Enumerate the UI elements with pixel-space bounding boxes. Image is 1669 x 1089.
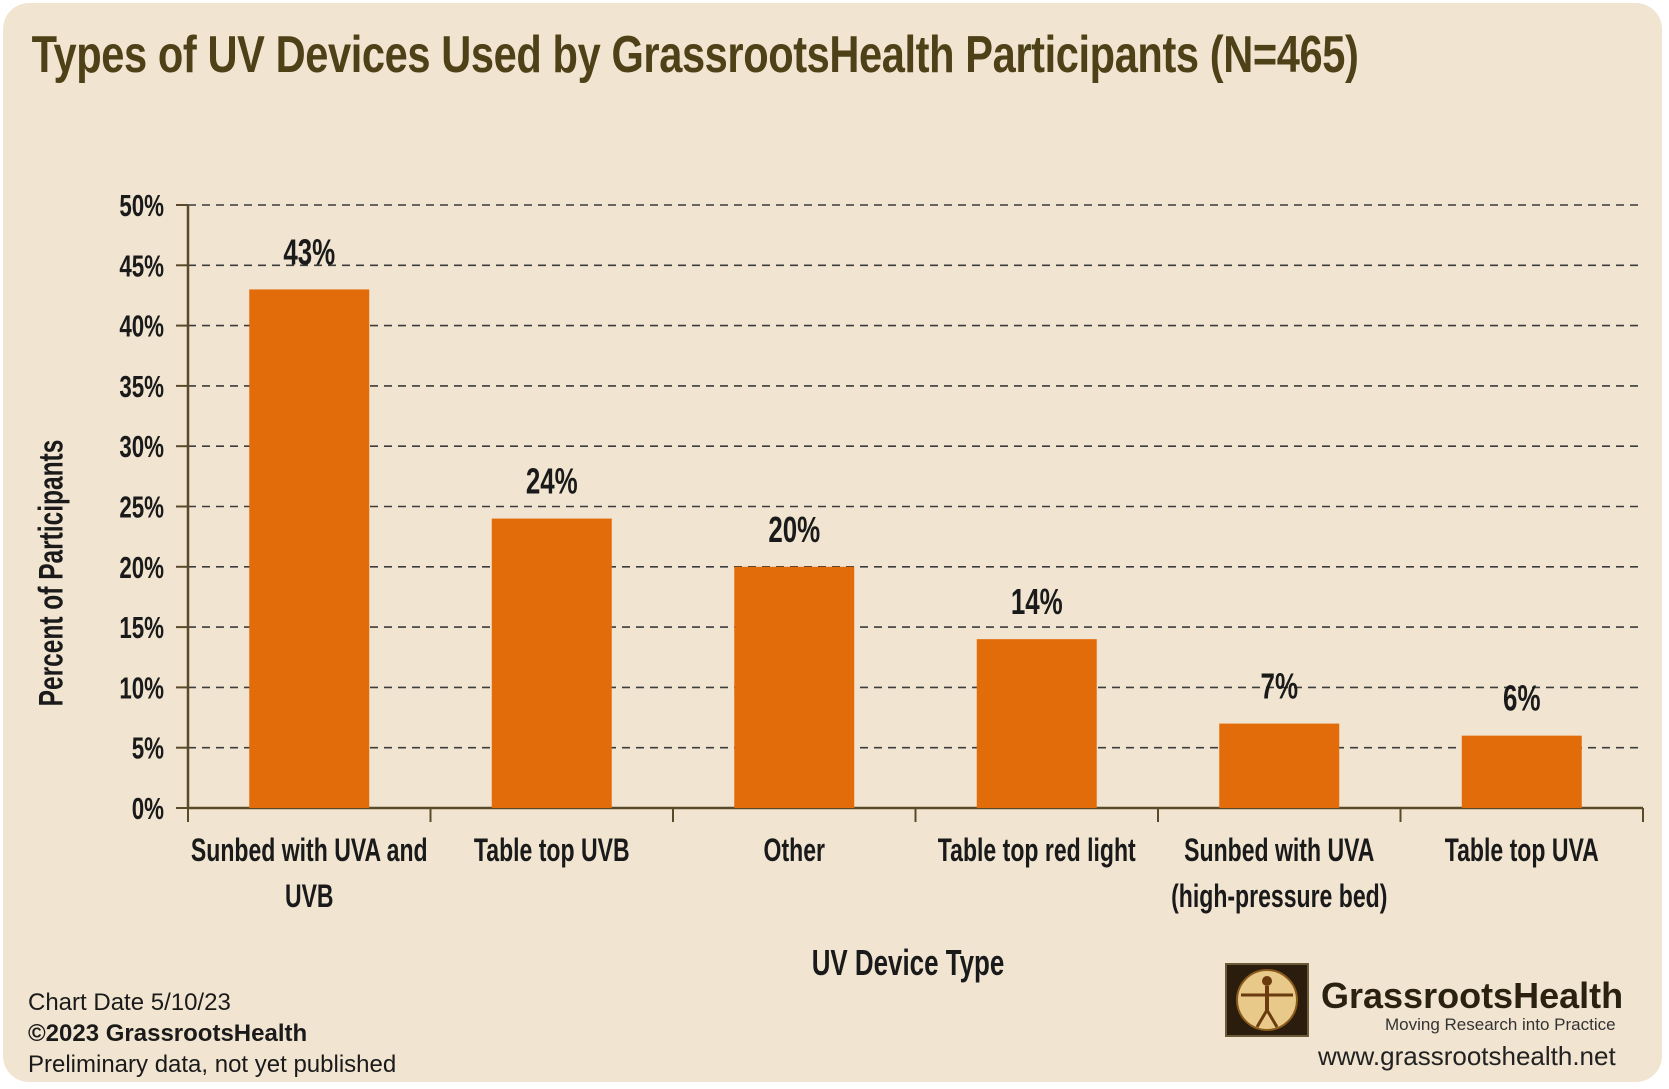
data-label: 20% bbox=[768, 510, 820, 550]
copyright: ©2023 GrassrootsHealth bbox=[28, 1020, 308, 1047]
x-axis-title: UV Device Type bbox=[811, 942, 1005, 983]
y-tick-label: 0% bbox=[132, 791, 164, 825]
chart-card: Types of UV Devices Used by GrassrootsHe… bbox=[3, 3, 1662, 1082]
chart-plot: 0% 5% 10% 15% 20% 25% 30% 35% 40% 45% 50% 43% Sunbed… bbox=[119, 188, 1644, 914]
y-tick-label: 50% bbox=[119, 188, 164, 222]
data-label: 7% bbox=[1261, 666, 1299, 706]
data-label: 14% bbox=[1011, 582, 1063, 622]
x-tick-label: Other bbox=[764, 832, 826, 868]
data-note: Preliminary data, not yet published bbox=[28, 1051, 397, 1078]
y-tick-label: 30% bbox=[119, 430, 164, 464]
bar bbox=[249, 289, 370, 808]
x-tick-label: Table top UVB bbox=[474, 832, 630, 868]
data-label: 24% bbox=[526, 461, 578, 501]
x-tick-label: UVB bbox=[285, 878, 334, 914]
footer-notes: Chart Date 5/10/23 ©2023 GrassrootsHealt… bbox=[28, 987, 396, 1080]
y-tick-label: 35% bbox=[119, 369, 164, 403]
data-label: 43% bbox=[283, 232, 335, 272]
x-tick-label: Table top UVA bbox=[1445, 832, 1599, 868]
y-axis-title: Percent of Participants bbox=[32, 439, 71, 707]
y-tick-label: 10% bbox=[119, 671, 164, 705]
bar bbox=[976, 639, 1097, 808]
bar bbox=[491, 518, 612, 808]
y-tick-label: 5% bbox=[132, 731, 164, 765]
bar bbox=[1461, 735, 1582, 808]
y-tick-label: 20% bbox=[119, 550, 164, 584]
data-label: 6% bbox=[1503, 679, 1541, 719]
brand-tagline: Moving Research into Practice bbox=[1385, 1015, 1616, 1034]
x-tick-label: Sunbed with UVA and bbox=[191, 832, 428, 868]
y-tick-label: 15% bbox=[119, 611, 164, 645]
chart-title: Types of UV Devices Used by GrassrootsHe… bbox=[31, 26, 1359, 84]
x-tick-label: Sunbed with UVA bbox=[1184, 832, 1374, 868]
vitruvian-logo-icon bbox=[1225, 963, 1309, 1037]
bar bbox=[734, 566, 855, 808]
y-tick-label: 45% bbox=[119, 249, 164, 283]
brand-url: www.grassrootshealth.net bbox=[1318, 1041, 1616, 1071]
chart-date: Chart Date 5/10/23 bbox=[28, 989, 231, 1016]
x-tick-label: (high-pressure bed) bbox=[1171, 878, 1387, 914]
bar bbox=[1219, 723, 1340, 808]
y-tick-label: 40% bbox=[119, 309, 164, 343]
brand-name: GrassrootsHealth bbox=[1321, 975, 1624, 1016]
y-tick-label: 25% bbox=[119, 490, 164, 524]
x-tick-label: Table top red light bbox=[938, 832, 1136, 868]
